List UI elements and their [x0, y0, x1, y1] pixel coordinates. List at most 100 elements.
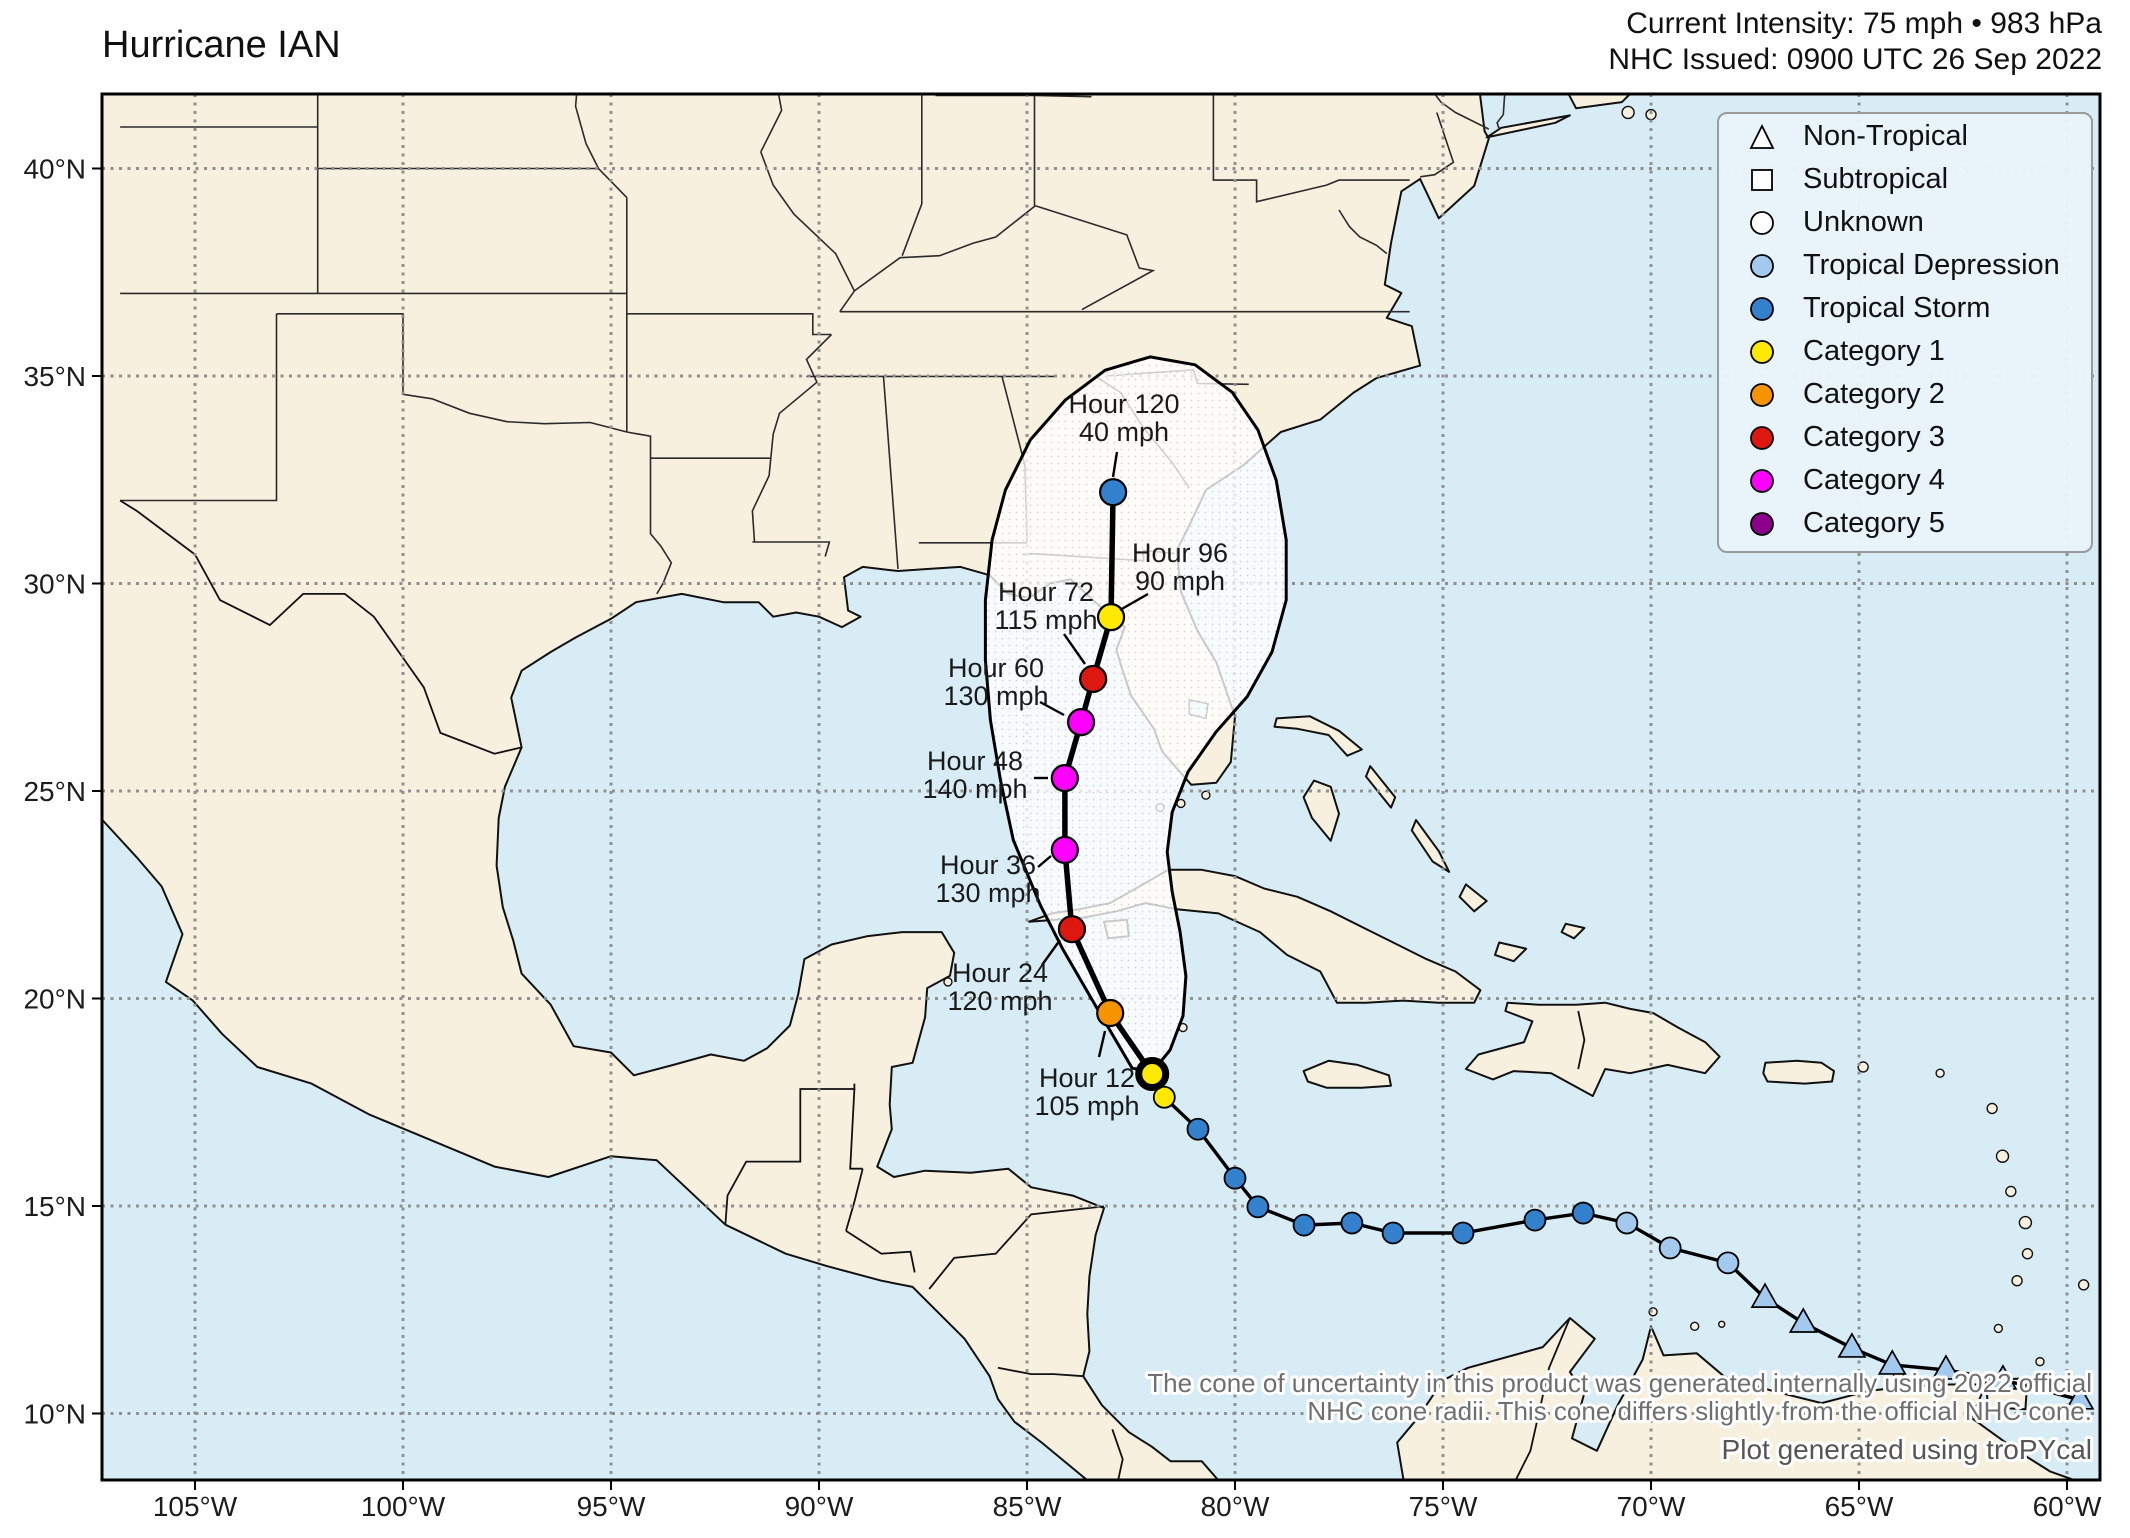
legend-item: Tropical Depression: [1719, 244, 2091, 287]
history-point: [1716, 1251, 1740, 1275]
history-point-triangle: [1988, 1364, 2018, 1390]
annotation-hour-label: Hour 60: [948, 653, 1044, 683]
legend-marker-icon: [1747, 423, 1777, 453]
legend-item-label: Category 4: [1803, 464, 1945, 496]
annotation-hour-label: Hour 48: [927, 746, 1023, 776]
forecast-point-hour-48: [1050, 764, 1079, 793]
forecast-point-hour-120: [1099, 478, 1128, 507]
history-point: [1381, 1221, 1405, 1245]
map-frame: [100, 92, 2102, 1482]
y-tick-label: 40°N: [23, 154, 86, 185]
x-tick-label: 70°W: [1617, 1491, 1686, 1522]
legend-item: Category 2: [1719, 373, 2091, 416]
annotation-wind-label: 120 mph: [947, 986, 1052, 1016]
axis-labels: 105°W 100°W 95°W 90°W 85°W 80°W 75°W 70°W 65°W 60…: [23, 154, 2102, 1523]
page-title: Hurricane IAN: [102, 24, 341, 66]
annotation-hour-label: Hour 120: [1068, 389, 1179, 419]
legend-item-label: Unknown: [1803, 206, 1924, 238]
history-point-triangle: [1788, 1307, 1818, 1333]
legend-marker-icon: [1747, 509, 1777, 539]
history-point: [1340, 1211, 1364, 1235]
x-tick-label: 90°W: [785, 1491, 854, 1522]
forecast-point-hour-96: [1096, 603, 1126, 632]
history-point: [1571, 1201, 1595, 1225]
annotation-wind-label: 115 mph: [994, 605, 1097, 635]
forecast-point-hour-36: [1050, 835, 1079, 865]
legend-item: Category 3: [1719, 416, 2091, 459]
legend-item: Category 1: [1719, 330, 2091, 373]
legend-item-label: Tropical Storm: [1803, 292, 1991, 324]
legend-item-label: Category 2: [1803, 378, 1945, 410]
history-point-triangle: [2065, 1384, 2095, 1410]
annotation-hour-label: Hour 24: [952, 958, 1048, 988]
history-point: [1292, 1213, 1316, 1237]
annotation-wind-label: 130 mph: [943, 681, 1048, 711]
history-point-triangle: [1931, 1354, 1961, 1380]
x-tick-label: 95°W: [577, 1491, 646, 1522]
history-point-triangle: [1877, 1349, 1907, 1375]
forecast-point-hour-60: [1066, 708, 1096, 737]
legend-item-label: Category 3: [1803, 421, 1945, 453]
history-point-triangle: [1750, 1282, 1780, 1308]
y-tick-label: 10°N: [23, 1399, 86, 1430]
history-point: [1615, 1211, 1639, 1235]
legend-marker-icon: [1747, 294, 1777, 324]
history-point: [1451, 1221, 1475, 1245]
current-intensity-text: Current Intensity: 75 mph • 983 hPa: [1626, 7, 2102, 40]
history-markers: [1152, 1085, 2095, 1410]
cone-disclaimer-line1: The cone of uncertainty in this product …: [1147, 1368, 2092, 1398]
y-tick-label: 30°N: [23, 569, 86, 600]
legend-item-label: Category 5: [1803, 507, 1945, 539]
history-point: [1223, 1166, 1247, 1190]
legend-item: Category 5: [1719, 502, 2091, 545]
cone-disclaimer-line2: NHC cone radii. This cone differs slight…: [1307, 1396, 2092, 1426]
legend-item-label: Category 1: [1803, 335, 1945, 367]
annotation-hour-label: Hour 36: [940, 850, 1036, 880]
header-status-block: Current Intensity: 75 mph • 983 hPa NHC …: [1608, 6, 2102, 78]
x-tick-label: 60°W: [2033, 1491, 2102, 1522]
y-tick-label: 25°N: [23, 776, 86, 807]
legend-marker-icon: [1747, 208, 1777, 238]
history-point-triangle: [1837, 1332, 1867, 1358]
current-position-marker: [1135, 1057, 1170, 1092]
annotation-hour-label: Hour 72: [998, 577, 1094, 607]
annotation-hour-label: Hour 96: [1132, 538, 1228, 568]
legend-item-label: Non-Tropical: [1803, 120, 1968, 152]
map-footer-texts: The cone of uncertainty in this product …: [1144, 1365, 2095, 1468]
y-tick-label: 35°N: [23, 361, 86, 392]
legend-item: Category 4: [1719, 459, 2091, 502]
annotation-wind-label: 140 mph: [922, 774, 1027, 804]
x-tick-label: 105°W: [153, 1491, 238, 1522]
legend: Non-Tropical Subtropical Unknown Tropica…: [1717, 112, 2093, 553]
x-tick-label: 100°W: [361, 1491, 446, 1522]
legend-marker-icon: [1747, 380, 1777, 410]
legend-item: Non-Tropical: [1719, 115, 2091, 158]
nhc-issued-text: NHC Issued: 0900 UTC 26 Sep 2022: [1608, 43, 2102, 76]
y-tick-label: 20°N: [23, 984, 86, 1015]
forecast-point-hour-12: [1096, 998, 1125, 1028]
legend-marker-icon: [1747, 337, 1777, 367]
legend-item: Subtropical: [1719, 158, 2091, 201]
x-tick-label: 65°W: [1825, 1491, 1894, 1522]
x-tick-label: 75°W: [1409, 1491, 1478, 1522]
legend-marker-icon: [1747, 165, 1777, 195]
x-tick-label: 85°W: [993, 1491, 1062, 1522]
legend-item: Unknown: [1719, 201, 2091, 244]
forecast-point-hour-24: [1057, 915, 1087, 944]
history-point: [1186, 1117, 1210, 1141]
country-borders: [119, 499, 1586, 1480]
legend-marker-icon: [1747, 122, 1777, 152]
annotation-wind-label: 105 mph: [1034, 1091, 1139, 1121]
legend-item-label: Tropical Depression: [1803, 249, 2060, 281]
legend-item: Tropical Storm: [1719, 287, 2091, 330]
history-point: [1658, 1236, 1682, 1260]
forecast-markers: [1050, 478, 1170, 1092]
history-point: [1246, 1195, 1270, 1219]
annotation-hour-label: Hour 12: [1039, 1063, 1135, 1093]
tropycal-credit: Plot generated using troPYcal: [1722, 1434, 2092, 1465]
annotation-wind-label: 90 mph: [1135, 566, 1225, 596]
annotation-wind-label: 130 mph: [935, 878, 1040, 908]
x-tick-label: 80°W: [1201, 1491, 1270, 1522]
